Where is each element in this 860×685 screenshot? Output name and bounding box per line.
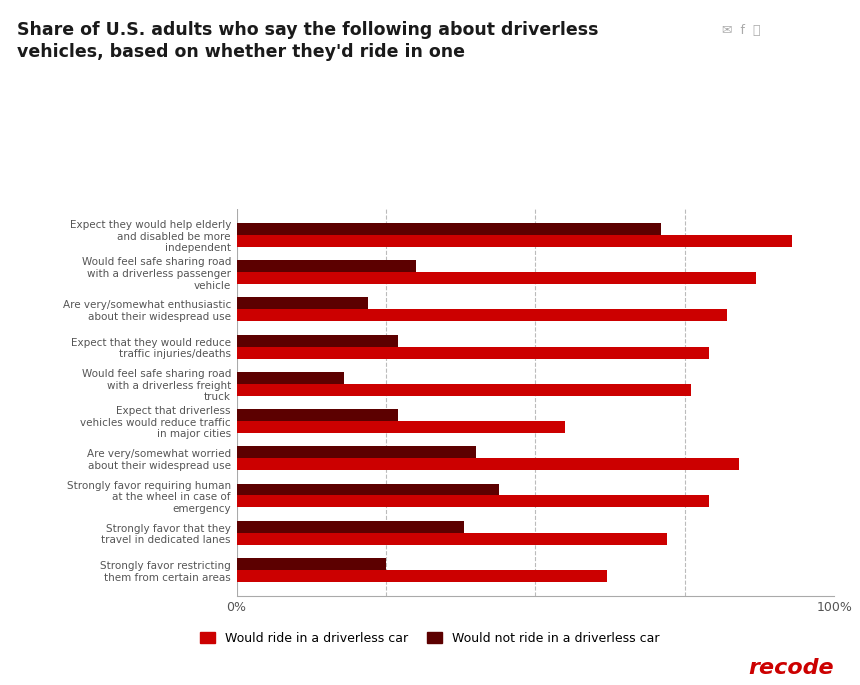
Legend: Would ride in a driverless car, Would not ride in a driverless car: Would ride in a driverless car, Would no…	[200, 632, 660, 645]
Bar	[237, 533, 666, 545]
Bar	[237, 521, 464, 533]
Bar	[237, 272, 757, 284]
Text: ✉  f  Ⓟ: ✉ f Ⓟ	[722, 24, 761, 37]
Bar	[237, 384, 691, 396]
Bar	[237, 447, 476, 458]
Bar	[237, 570, 607, 582]
Bar	[237, 458, 739, 470]
Bar	[237, 223, 660, 235]
Bar	[237, 297, 368, 310]
Bar	[237, 421, 565, 433]
Bar	[237, 335, 398, 347]
Bar	[237, 484, 500, 495]
Bar	[237, 409, 398, 421]
Text: recode: recode	[748, 658, 834, 678]
Text: Share of U.S. adults who say the following about driverless
vehicles, based on w: Share of U.S. adults who say the followi…	[17, 21, 599, 62]
Bar	[237, 495, 709, 508]
Bar	[237, 235, 792, 247]
Bar	[237, 260, 416, 272]
Bar	[237, 372, 344, 384]
Bar	[237, 310, 727, 321]
Bar	[237, 347, 709, 358]
Bar	[237, 558, 386, 570]
